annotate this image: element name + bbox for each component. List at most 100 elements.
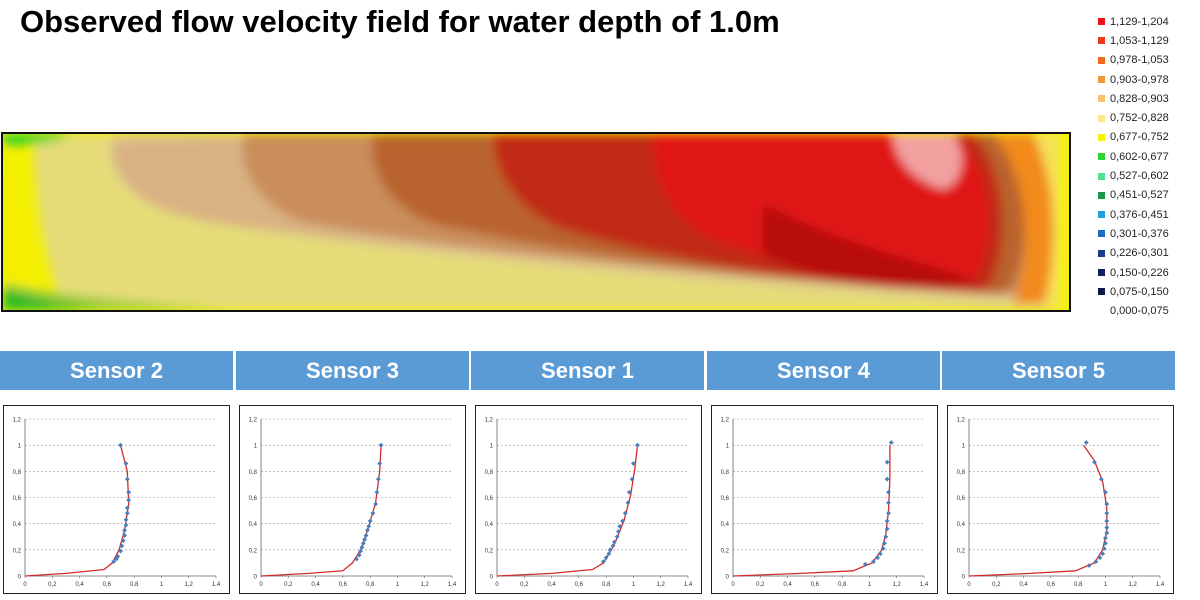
legend-label: 0,527-0,602	[1110, 170, 1169, 183]
x-tick-label: 0,4	[311, 582, 320, 588]
data-point	[363, 533, 369, 538]
legend-swatch	[1098, 18, 1105, 26]
legend-swatch	[1098, 191, 1105, 199]
y-tick-label: 1	[490, 444, 494, 450]
data-point	[884, 526, 890, 532]
y-tick-label: 0	[254, 575, 258, 581]
data-point	[123, 517, 129, 523]
y-tick-label: 0,8	[249, 470, 258, 476]
data-point	[610, 543, 616, 549]
legend-label: 0,150-0,226	[1110, 266, 1169, 279]
data-point	[606, 551, 612, 557]
data-point	[877, 551, 883, 557]
y-tick-label: 0,6	[957, 496, 966, 502]
data-point	[362, 536, 368, 542]
x-tick-label: 1	[868, 582, 872, 588]
y-tick-label: 1,2	[13, 418, 22, 424]
data-point	[1104, 510, 1110, 516]
data-point	[884, 459, 890, 465]
x-tick-label: 1,2	[893, 582, 902, 588]
x-tick-label: 0,6	[811, 582, 820, 588]
data-point	[1103, 535, 1108, 541]
y-tick-label: 0,2	[485, 548, 494, 554]
data-point	[1083, 440, 1089, 445]
x-tick-label: 0,8	[366, 582, 375, 588]
legend-item: 0,075-0,150	[1098, 282, 1200, 301]
data-point	[356, 552, 362, 558]
y-tick-label: 1,2	[957, 418, 966, 424]
legend-item: 0,301-0,376	[1098, 224, 1200, 243]
data-point	[631, 461, 636, 466]
data-point	[1086, 563, 1092, 568]
y-tick-label: 0,8	[485, 470, 494, 476]
x-tick-label: 1	[160, 582, 164, 588]
profile-chart-svg: 0 0,2 0,4 0,6 0,8 1 1,2 0 0,2 0,4 0,6 0,8 1 1,2 1,4	[485, 418, 693, 589]
data-point	[1093, 559, 1099, 565]
x-tick-label: 0,4	[783, 582, 792, 588]
y-tick-label: 1	[962, 444, 966, 450]
legend-label: 0,226-0,301	[1110, 247, 1169, 260]
y-tick-label: 1,2	[249, 418, 258, 424]
legend-label: 1,129-1,204	[1110, 15, 1169, 28]
x-tick-label: 0	[731, 582, 735, 588]
y-tick-label: 0,4	[957, 522, 966, 528]
data-point	[620, 518, 625, 524]
x-tick-label: 1,4	[1156, 582, 1165, 588]
legend-item: 1,129-1,204	[1098, 12, 1200, 31]
x-tick-label: 0,8	[602, 582, 611, 588]
data-point	[354, 556, 359, 562]
data-point	[616, 529, 621, 534]
data-point	[124, 476, 130, 482]
legend-label: 0,602-0,677	[1110, 150, 1169, 163]
data-point	[626, 489, 632, 495]
y-tick-label: 0,6	[485, 496, 494, 502]
legend-label: 0,301-0,376	[1110, 227, 1169, 240]
data-point	[370, 510, 376, 516]
data-point	[360, 540, 366, 546]
data-point	[882, 540, 887, 546]
data-point	[124, 505, 130, 511]
y-tick-label: 0	[962, 575, 966, 581]
legend-item: 0,978-1,053	[1098, 51, 1200, 70]
data-point	[358, 548, 363, 554]
legend-item: 0,000-0,075	[1098, 301, 1200, 320]
profile-chart-svg: 0 0,2 0,4 0,6 0,8 1 1,2 0 0,2 0,4 0,6 0,8 1 1,2 1,4	[957, 418, 1165, 589]
sensor-header-2: Sensor 3	[236, 351, 469, 390]
data-point	[603, 555, 609, 561]
x-tick-label: 0,8	[1074, 582, 1083, 588]
legend-item: 0,376-0,451	[1098, 205, 1200, 224]
data-point	[1104, 525, 1110, 530]
x-tick-label: 0,6	[339, 582, 348, 588]
x-tick-label: 0,8	[838, 582, 847, 588]
profile-chart-svg: 0 0,2 0,4 0,6 0,8 1 1,2 0 0,2 0,4 0,6 0,8 1 1,2 1,4	[13, 418, 221, 589]
x-tick-label: 1,4	[684, 582, 693, 588]
y-tick-label: 0,4	[721, 522, 730, 528]
data-point	[871, 559, 876, 565]
data-point	[377, 461, 383, 466]
legend-swatch	[1098, 230, 1105, 238]
sensor-header-5: Sensor 5	[942, 351, 1175, 390]
legend-swatch	[1098, 56, 1105, 64]
y-tick-label: 1	[254, 444, 258, 450]
legend-swatch	[1098, 76, 1105, 84]
legend-swatch	[1098, 211, 1105, 219]
x-tick-label: 1,2	[421, 582, 430, 588]
profile-chart-4: 0 0,2 0,4 0,6 0,8 1 1,2 0 0,2 0,4 0,6 0,8 1 1,2 1,4	[711, 405, 938, 594]
data-point	[888, 440, 894, 445]
legend-item: 1,053-1,129	[1098, 31, 1200, 50]
x-tick-label: 0,4	[75, 582, 84, 588]
data-point	[359, 544, 365, 550]
data-point	[375, 476, 381, 482]
data-point	[883, 534, 889, 540]
data-point	[875, 555, 881, 561]
data-point	[1097, 555, 1103, 561]
x-tick-label: 0,2	[756, 582, 765, 588]
legend-swatch	[1098, 114, 1105, 122]
y-tick-label: 0,2	[721, 548, 730, 554]
x-tick-label: 1,2	[1129, 582, 1138, 588]
x-tick-label: 0,4	[547, 582, 556, 588]
data-point	[378, 442, 384, 448]
y-tick-label: 0,6	[721, 496, 730, 502]
data-point	[122, 527, 127, 533]
x-tick-label: 1	[396, 582, 400, 588]
